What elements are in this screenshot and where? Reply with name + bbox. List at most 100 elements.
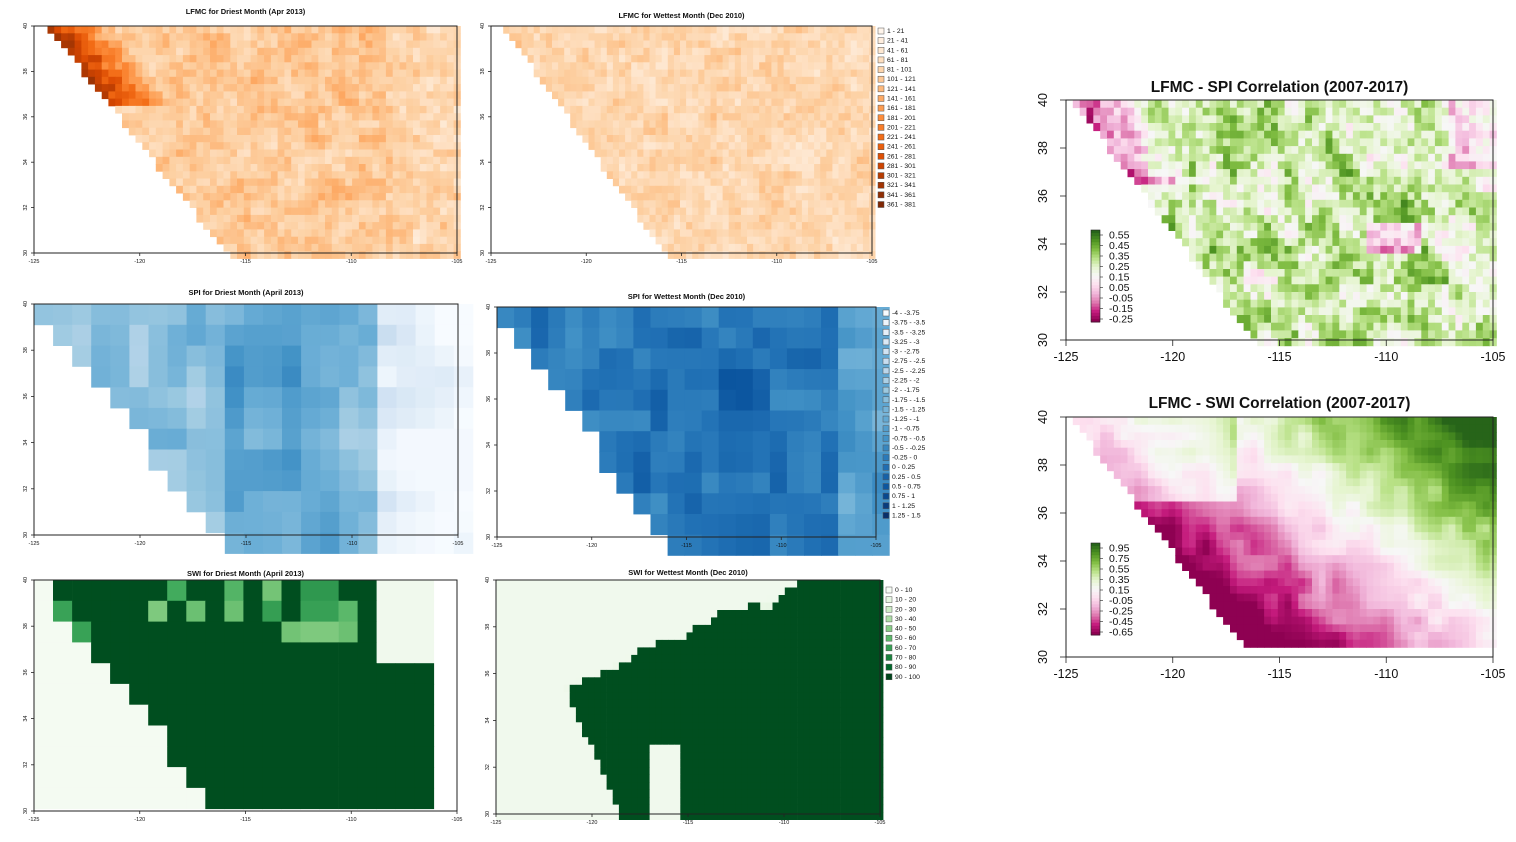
y-tick-label: 34: [486, 442, 492, 448]
raster-cell: [850, 76, 858, 85]
raster-cell: [539, 55, 547, 63]
raster-cell: [291, 156, 299, 165]
raster-cell: [753, 113, 760, 121]
raster-cell: [862, 47, 870, 56]
raster-cell: [600, 580, 607, 588]
raster-cell: [692, 105, 699, 114]
raster-cell: [711, 624, 718, 633]
raster-cell: [655, 62, 663, 70]
raster-cell: [864, 684, 872, 693]
raster-cell: [545, 632, 552, 641]
raster-cell: [858, 610, 865, 618]
raster-cell: [795, 26, 803, 34]
raster-cell: [838, 514, 856, 536]
raster-cell: [769, 327, 788, 349]
raster-cell: [832, 26, 839, 34]
raster-cell: [852, 610, 859, 618]
raster-cell: [778, 610, 786, 618]
raster-cell: [759, 40, 766, 49]
raster-cell: [838, 307, 856, 329]
raster-cell: [716, 40, 724, 49]
raster-cell: [850, 105, 858, 114]
raster-cell: [426, 178, 434, 187]
raster-cell: [655, 654, 663, 663]
raster-cell: [643, 692, 650, 701]
raster-cell: [223, 55, 231, 63]
raster-cell: [833, 699, 841, 708]
raster-cell: [338, 156, 346, 165]
raster-cell: [735, 431, 754, 453]
raster-cell: [149, 142, 157, 150]
raster-cell: [237, 229, 245, 238]
raster-cell: [576, 40, 583, 49]
raster-cell: [365, 193, 373, 201]
raster-cell: [264, 33, 272, 41]
raster-cell: [631, 91, 638, 100]
raster-cell: [270, 47, 279, 56]
raster-cell: [740, 222, 748, 230]
raster-cell: [169, 120, 177, 129]
raster-cell: [325, 127, 333, 136]
raster-cell: [661, 33, 669, 41]
raster-cell: [243, 33, 251, 41]
raster-cell: [789, 214, 797, 223]
raster-cell: [728, 113, 736, 121]
raster-cell: [372, 164, 380, 172]
raster-cell: [740, 84, 748, 92]
raster-cell: [855, 472, 873, 494]
raster-cell: [862, 105, 870, 114]
raster-cell: [661, 632, 669, 641]
raster-cell: [345, 149, 353, 158]
raster-cell: [345, 113, 353, 121]
raster-cell: [734, 164, 742, 172]
raster-cell: [838, 389, 856, 411]
raster-cell: [692, 624, 700, 633]
raster-cell: [563, 617, 571, 626]
raster-cell: [643, 647, 650, 656]
raster-cell: [741, 580, 749, 588]
raster-cell: [734, 142, 742, 150]
raster-cell: [765, 135, 772, 143]
raster-cell: [250, 171, 258, 179]
raster-cell: [723, 699, 730, 708]
raster-cell: [399, 33, 407, 41]
raster-cell: [821, 348, 839, 370]
raster-cell: [846, 639, 853, 648]
raster-cell: [673, 47, 681, 56]
raster-cell: [844, 55, 852, 63]
raster-cell: [338, 40, 346, 49]
raster-cell: [319, 663, 339, 685]
raster-cell: [142, 69, 150, 78]
raster-cell: [661, 69, 669, 78]
raster-cell: [844, 193, 852, 201]
raster-cell: [563, 580, 571, 588]
raster-cell: [846, 617, 853, 626]
raster-cell: [701, 348, 720, 370]
raster-cell: [243, 127, 251, 136]
raster-cell: [728, 185, 736, 194]
legend-label: 161 - 181: [887, 105, 916, 112]
raster-cell: [649, 91, 656, 100]
raster-cell: [243, 113, 251, 121]
raster-cell: [710, 76, 717, 85]
raster-cell: [582, 26, 589, 34]
raster-cell: [81, 26, 89, 34]
raster-cell: [722, 193, 730, 201]
raster-cell: [311, 113, 319, 121]
raster-cell: [789, 55, 797, 63]
raster-cell: [808, 127, 815, 136]
raster-cell: [643, 33, 650, 41]
raster-cell: [821, 493, 839, 515]
raster-cell: [110, 304, 130, 326]
raster-cell: [91, 600, 111, 622]
raster-cell: [216, 200, 224, 208]
raster-cell: [728, 135, 736, 143]
raster-cell: [210, 127, 218, 136]
raster-cell: [406, 229, 414, 238]
raster-cell: [148, 704, 168, 726]
raster-cell: [827, 624, 835, 633]
raster-cell: [600, 149, 608, 158]
raster-cell: [224, 428, 245, 450]
raster-cell: [692, 135, 699, 143]
raster-cell: [872, 534, 890, 556]
